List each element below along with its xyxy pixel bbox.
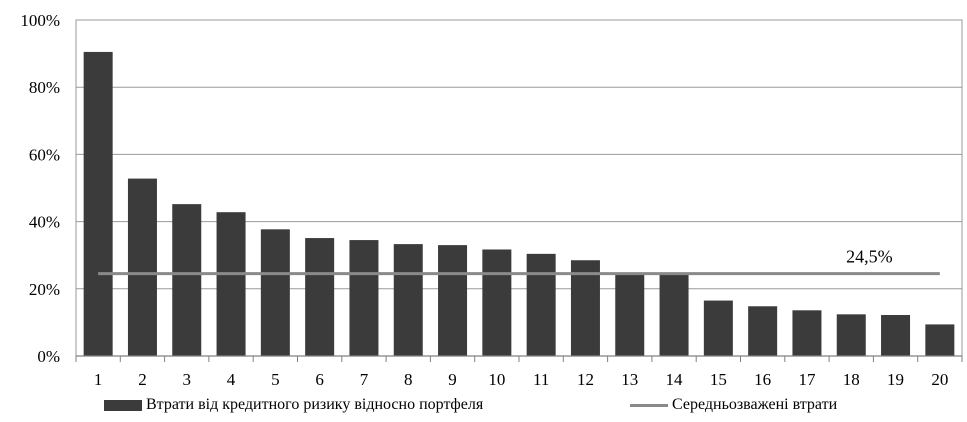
x-tick-label: 19: [887, 370, 904, 389]
x-tick-label: 17: [798, 370, 816, 389]
bar: [881, 315, 911, 356]
x-tick-label: 16: [754, 370, 771, 389]
bar: [703, 300, 733, 356]
legend-item-average: Середньозважені втрати: [630, 396, 837, 414]
x-tick-label: 11: [533, 370, 549, 389]
bar: [748, 306, 778, 356]
bar: [127, 178, 157, 356]
legend-label-bars: Втрати від кредитного ризику відносно по…: [146, 396, 484, 413]
x-tick-label: 15: [710, 370, 727, 389]
x-tick-label: 13: [621, 370, 638, 389]
y-tick-label: 0%: [37, 347, 60, 366]
y-tick-label: 80%: [29, 78, 60, 97]
bar: [172, 204, 202, 356]
bar: [526, 253, 556, 356]
y-tick-label: 20%: [29, 280, 60, 299]
bar: [659, 272, 689, 356]
bar: [83, 51, 113, 357]
legend-item-bars: Втрати від кредитного ризику відносно по…: [104, 396, 483, 414]
x-tick-label: 20: [931, 370, 948, 389]
x-tick-label: 18: [843, 370, 860, 389]
x-tick-label: 2: [138, 370, 147, 389]
average-line-label: 24,5%: [846, 247, 893, 267]
bar: [393, 244, 423, 356]
bar: [836, 314, 866, 356]
y-tick-label: 100%: [20, 11, 60, 30]
legend-label-average: Середньозважені втрати: [672, 396, 838, 413]
x-tick-label: 5: [271, 370, 280, 389]
chart-plot: 24,5% 0%20%40%60%80%100% 1 2 3 4 5 6 7 8 9 10 11 12…: [20, 11, 963, 389]
bar: [305, 238, 335, 356]
x-tick-label: 7: [360, 370, 369, 389]
bar: [925, 324, 955, 356]
bar: [792, 310, 822, 356]
x-tick-label: 12: [577, 370, 594, 389]
plot-frame: [75, 19, 963, 357]
x-tick-label: 8: [404, 370, 413, 389]
legend-swatch-average: [630, 403, 668, 407]
bar: [349, 240, 379, 356]
bar: [260, 229, 290, 356]
y-axis-ticks: 0% 20% 40% 60% 80% 100%: [20, 11, 60, 366]
bar: [216, 212, 246, 356]
x-axis-ticks: 1 2 3 4 5 6 7 8 9 10 11 12 13 14 15 16 17 18 19 20: [75, 355, 963, 389]
bar: [615, 272, 645, 356]
x-tick-label: 10: [488, 370, 505, 389]
x-tick-label: 9: [448, 370, 457, 389]
bar: [570, 260, 600, 356]
legend: Втрати від кредитного ризику відносно по…: [0, 396, 967, 420]
y-tick-label: 60%: [29, 145, 60, 164]
average-line-group: 24,5%: [98, 247, 940, 276]
legend-swatch-bars: [104, 399, 142, 411]
x-tick-label: 14: [666, 370, 684, 389]
x-tick-label: 3: [183, 370, 192, 389]
bar: [438, 245, 468, 356]
x-tick-label: 4: [227, 370, 236, 389]
gridlines: [76, 86, 962, 290]
x-tick-label: 6: [315, 370, 324, 389]
bar: [482, 249, 512, 356]
y-tick-label: 40%: [29, 213, 60, 232]
bars: [83, 51, 955, 357]
x-tick-label: 1: [94, 370, 103, 389]
